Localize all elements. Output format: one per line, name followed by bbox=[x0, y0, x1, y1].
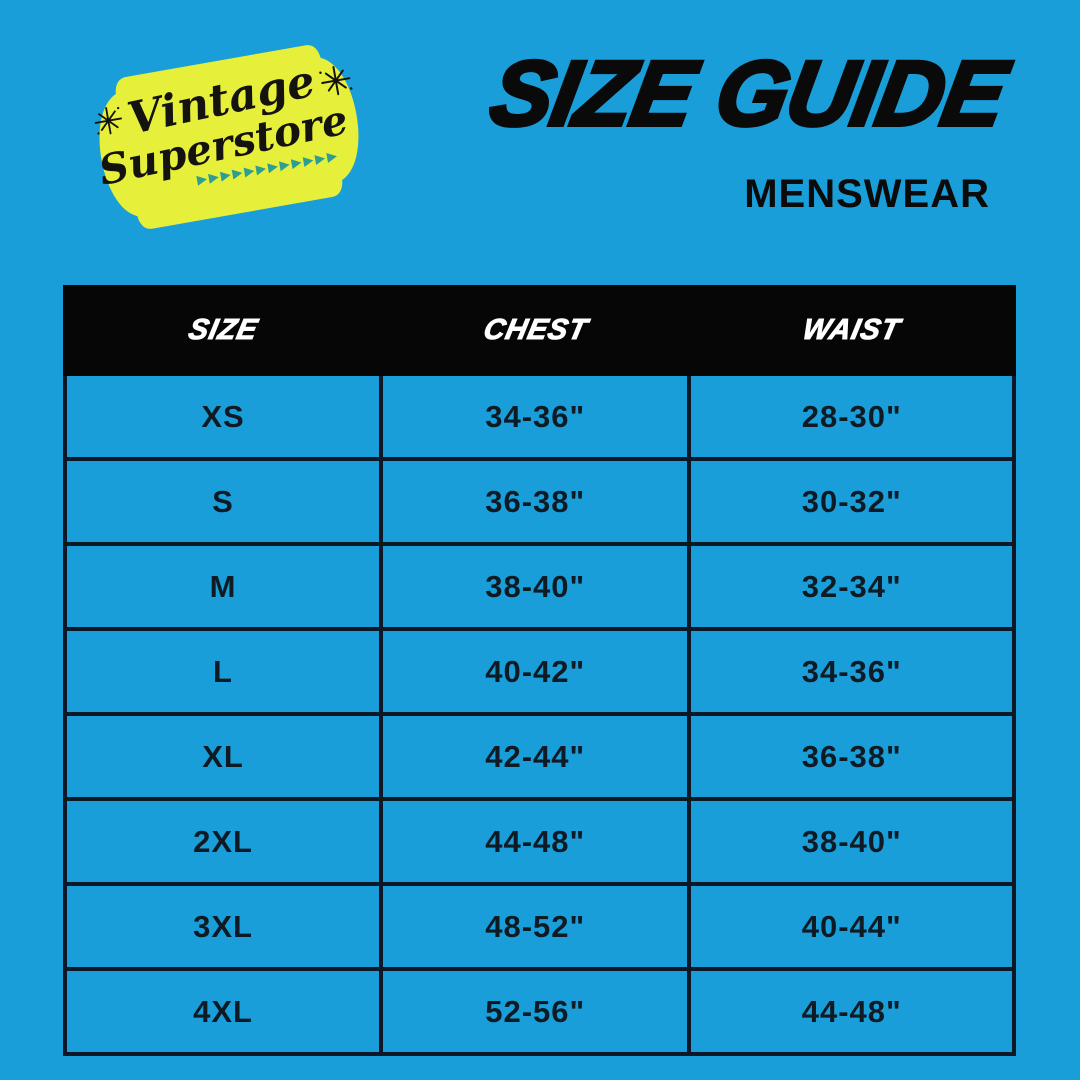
cell-size: L bbox=[62, 627, 384, 716]
sparkle-icon bbox=[318, 66, 353, 96]
column-header-waist: WAIST bbox=[687, 285, 1016, 376]
cell-chest: 48-52" bbox=[379, 882, 692, 971]
cell-waist: 30-32" bbox=[687, 457, 1016, 546]
cell-chest: 38-40" bbox=[379, 542, 692, 631]
title-block: SIZE GUIDE MENSWEAR bbox=[478, 41, 1018, 217]
size-guide-table: SIZE CHEST WAIST XS 34-36" 28-30" S 36-3… bbox=[62, 285, 1016, 1056]
table-row: XS 34-36" 28-30" bbox=[62, 372, 1016, 461]
page-subtitle: MENSWEAR bbox=[744, 171, 990, 216]
cell-waist: 38-40" bbox=[687, 797, 1016, 886]
logo-badge: Vintage Superstore ▶▶▶▶▶▶▶▶▶▶▶▶ bbox=[75, 25, 384, 249]
cell-chest: 40-42" bbox=[379, 627, 692, 716]
column-header-size: SIZE bbox=[62, 285, 384, 376]
cell-size: XL bbox=[62, 712, 384, 801]
table-row: S 36-38" 30-32" bbox=[62, 457, 1016, 546]
table-row: 3XL 48-52" 40-44" bbox=[62, 882, 1016, 971]
cell-size: 2XL bbox=[62, 797, 384, 886]
cell-waist: 36-38" bbox=[687, 712, 1016, 801]
size-table-body: XS 34-36" 28-30" S 36-38" 30-32" M 38-40… bbox=[62, 372, 1016, 1056]
logo-content: Vintage Superstore ▶▶▶▶▶▶▶▶▶▶▶▶ bbox=[75, 25, 384, 249]
cell-chest: 34-36" bbox=[379, 372, 692, 461]
page-title: SIZE GUIDE bbox=[481, 41, 1014, 147]
badge-shape bbox=[99, 45, 359, 229]
table-header-row: SIZE CHEST WAIST bbox=[62, 285, 1016, 376]
cell-size: 4XL bbox=[62, 967, 384, 1056]
cell-chest: 42-44" bbox=[379, 712, 692, 801]
table-row: XL 42-44" 36-38" bbox=[62, 712, 1016, 801]
cell-chest: 36-38" bbox=[379, 457, 692, 546]
cell-size: 3XL bbox=[62, 882, 384, 971]
cell-waist: 34-36" bbox=[687, 627, 1016, 716]
cell-waist: 44-48" bbox=[687, 967, 1016, 1056]
cell-waist: 28-30" bbox=[687, 372, 1016, 461]
cell-size: XS bbox=[62, 372, 384, 461]
cell-waist: 32-34" bbox=[687, 542, 1016, 631]
cell-chest: 52-56" bbox=[379, 967, 692, 1056]
cell-size: S bbox=[62, 457, 384, 546]
column-header-chest: CHEST bbox=[379, 285, 692, 376]
table-row: 2XL 44-48" 38-40" bbox=[62, 797, 1016, 886]
table-row: L 40-42" 34-36" bbox=[62, 627, 1016, 716]
cell-chest: 44-48" bbox=[379, 797, 692, 886]
cell-size: M bbox=[62, 542, 384, 631]
table-row: 4XL 52-56" 44-48" bbox=[62, 967, 1016, 1056]
cell-waist: 40-44" bbox=[687, 882, 1016, 971]
table-row: M 38-40" 32-34" bbox=[62, 542, 1016, 631]
sparkle-icon bbox=[94, 106, 123, 135]
